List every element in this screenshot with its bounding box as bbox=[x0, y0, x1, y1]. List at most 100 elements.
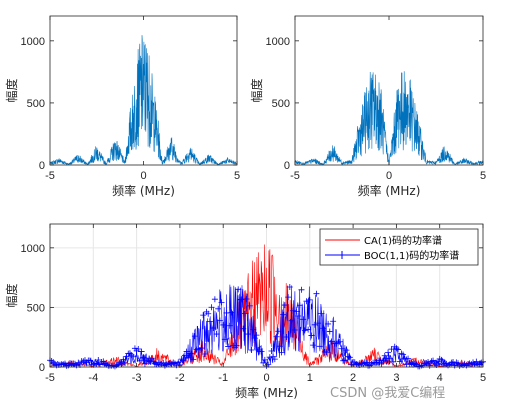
data-point-marker bbox=[200, 312, 207, 319]
x-tick-label: -3 bbox=[132, 372, 142, 384]
data-point-marker bbox=[381, 352, 388, 359]
x-tick-label: 0 bbox=[263, 372, 269, 384]
x-axis-label: 频率 (MHz) bbox=[235, 385, 298, 400]
y-tick-label: 1000 bbox=[266, 36, 290, 48]
data-point-marker bbox=[253, 332, 260, 339]
data-point-marker bbox=[213, 331, 220, 338]
data-point-marker bbox=[395, 346, 402, 353]
y-tick-label: 1000 bbox=[21, 243, 45, 255]
data-point-marker bbox=[318, 310, 325, 317]
data-point-marker bbox=[216, 317, 223, 324]
legend: CA(1)码的功率谱 BOC(1,1)码的功率谱 bbox=[319, 228, 479, 266]
data-point-marker bbox=[228, 309, 235, 316]
y-tick-label: 0 bbox=[39, 362, 45, 374]
y-tick-label: 1000 bbox=[21, 36, 45, 48]
data-point-marker bbox=[330, 318, 337, 325]
data-point-marker bbox=[390, 358, 397, 365]
data-point-marker bbox=[278, 349, 285, 356]
x-tick-label: -4 bbox=[88, 372, 98, 384]
data-point-marker bbox=[296, 302, 303, 309]
data-point-marker bbox=[221, 336, 228, 343]
series-CA(1)码的功率谱 bbox=[49, 244, 484, 368]
data-point-marker bbox=[275, 328, 282, 335]
y-axis-label: 幅度 bbox=[249, 78, 264, 102]
data-point-marker bbox=[141, 360, 148, 367]
data-point-marker bbox=[288, 317, 295, 324]
data-point-marker bbox=[336, 338, 343, 345]
data-point-marker bbox=[426, 362, 433, 369]
data-point-marker bbox=[183, 348, 190, 355]
data-point-marker bbox=[293, 308, 300, 315]
y-tick-label: 0 bbox=[284, 160, 290, 172]
series-spectrum-1 bbox=[294, 71, 484, 166]
data-point-marker bbox=[425, 358, 432, 365]
data-point-marker bbox=[121, 360, 128, 367]
data-point-marker bbox=[211, 296, 218, 303]
data-point-marker bbox=[310, 342, 317, 349]
data-point-marker bbox=[323, 349, 330, 356]
data-point-marker bbox=[306, 296, 313, 303]
data-point-marker bbox=[303, 298, 310, 305]
data-point-marker bbox=[218, 299, 225, 306]
data-point-marker bbox=[363, 359, 370, 366]
data-point-marker bbox=[346, 354, 353, 361]
x-axis-label: 频率 (MHz) bbox=[358, 183, 421, 198]
y-axis-label: 幅度 bbox=[4, 283, 19, 307]
data-point-marker bbox=[130, 353, 137, 360]
data-point-marker bbox=[316, 343, 323, 350]
data-point-marker bbox=[198, 345, 205, 352]
plot-bottom: -5 -4 -3 -2 -1 0 1 2 3 4 5 0 500 1000 频率 (MHz) 幅度 CA(1)码… bbox=[4, 223, 486, 400]
x-tick-label: -5 bbox=[45, 372, 55, 384]
data-point-marker bbox=[315, 320, 322, 327]
legend-marker bbox=[338, 251, 346, 259]
data-point-marker bbox=[95, 356, 102, 363]
data-point-marker bbox=[396, 358, 403, 365]
data-point-marker bbox=[305, 326, 312, 333]
data-point-marker bbox=[235, 286, 242, 293]
y-tick-label: 500 bbox=[272, 98, 290, 110]
series-spectrum-0 bbox=[49, 35, 238, 166]
x-tick-label: 1 bbox=[307, 372, 313, 384]
y-tick-label: 500 bbox=[27, 98, 45, 110]
y-tick-label: 500 bbox=[27, 302, 45, 314]
data-point-marker bbox=[243, 295, 250, 302]
data-point-marker bbox=[245, 331, 252, 338]
data-point-marker bbox=[283, 333, 290, 340]
data-point-marker bbox=[138, 348, 145, 355]
data-point-marker bbox=[190, 356, 197, 363]
axes-box bbox=[294, 15, 484, 166]
data-point-marker bbox=[276, 343, 283, 350]
data-point-marker bbox=[308, 332, 315, 339]
data-point-marker bbox=[400, 351, 407, 358]
x-tick-label: 0 bbox=[386, 170, 392, 182]
data-point-marker bbox=[258, 348, 265, 355]
data-point-marker bbox=[326, 328, 333, 335]
data-point-marker bbox=[313, 290, 320, 297]
data-point-marker bbox=[298, 286, 305, 293]
data-point-marker bbox=[241, 310, 248, 317]
x-tick-label: -2 bbox=[175, 372, 185, 384]
data-point-marker bbox=[300, 316, 307, 323]
x-tick-label: -5 bbox=[45, 170, 55, 182]
data-point-marker bbox=[345, 353, 352, 360]
data-point-marker bbox=[205, 310, 212, 317]
data-point-marker bbox=[266, 354, 273, 361]
data-point-marker bbox=[291, 326, 298, 333]
data-point-marker bbox=[280, 311, 287, 318]
legend-entry: CA(1)码的功率谱 bbox=[364, 234, 442, 247]
data-point-marker bbox=[385, 349, 392, 356]
data-point-marker bbox=[86, 357, 93, 364]
x-tick-label: 5 bbox=[234, 170, 240, 182]
legend-entry: BOC(1,1)码的功率谱 bbox=[364, 249, 459, 262]
data-point-marker bbox=[261, 356, 268, 363]
data-point-marker bbox=[225, 343, 232, 350]
x-tick-label: 4 bbox=[437, 372, 443, 384]
data-point-marker bbox=[386, 355, 393, 362]
legend-box bbox=[319, 228, 479, 266]
x-tick-label: 5 bbox=[480, 170, 486, 182]
series-line bbox=[49, 244, 484, 368]
data-point-marker bbox=[215, 305, 222, 312]
series-line bbox=[294, 71, 484, 166]
data-point-marker bbox=[338, 345, 345, 352]
